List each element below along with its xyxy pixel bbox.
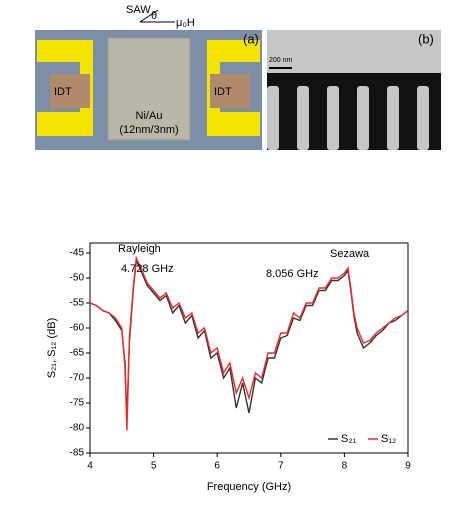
annotation: 4.728 GHz — [121, 263, 174, 275]
saw-label: SAW — [126, 4, 151, 16]
y-tick-label: -65 — [70, 348, 85, 359]
scale-bar-label: 200 nm — [269, 57, 293, 64]
panel-label: (a) — [243, 31, 259, 46]
theta-label: θ — [151, 10, 157, 22]
x-tick-label: 6 — [214, 461, 220, 472]
x-tick-label: 5 — [151, 461, 157, 472]
y-tick-label: -60 — [70, 323, 85, 334]
film-label: (12nm/3nm) — [119, 124, 178, 136]
legend-label: S₁₂ — [381, 433, 396, 445]
y-tick-label: -85 — [70, 448, 85, 459]
annotation: 8.056 GHz — [266, 268, 319, 280]
micrograph-b — [267, 30, 441, 150]
idt-label: IDT — [214, 86, 232, 98]
y-tick-label: -50 — [70, 273, 85, 284]
x-tick-label: 4 — [87, 461, 93, 472]
x-tick-label: 8 — [342, 461, 348, 472]
annotation: Rayleigh — [118, 243, 161, 255]
x-tick-label: 9 — [405, 461, 411, 472]
y-tick-label: -70 — [70, 373, 85, 384]
y-axis-label: S₂₁, S₁₂ (dB) — [46, 318, 58, 379]
annotation: Sezawa — [330, 248, 370, 260]
series-line — [89, 257, 409, 419]
micrograph-a — [35, 30, 262, 150]
field-label: μ₀H — [176, 17, 195, 29]
y-tick-label: -75 — [70, 398, 85, 409]
panel-label: (b) — [418, 31, 434, 46]
series-line — [89, 255, 409, 431]
x-tick-label: 7 — [278, 461, 284, 472]
idt-label: IDT — [54, 86, 72, 98]
x-axis-label: Frequency (GHz) — [207, 481, 291, 493]
y-tick-label: -55 — [70, 298, 85, 309]
saw-arrow — [139, 9, 159, 23]
y-tick-label: -80 — [70, 423, 85, 434]
legend-label: S₂₁ — [341, 433, 357, 445]
y-tick-label: -45 — [70, 248, 85, 259]
plot-frame — [89, 242, 409, 454]
film-label: Ni/Au — [136, 110, 163, 122]
